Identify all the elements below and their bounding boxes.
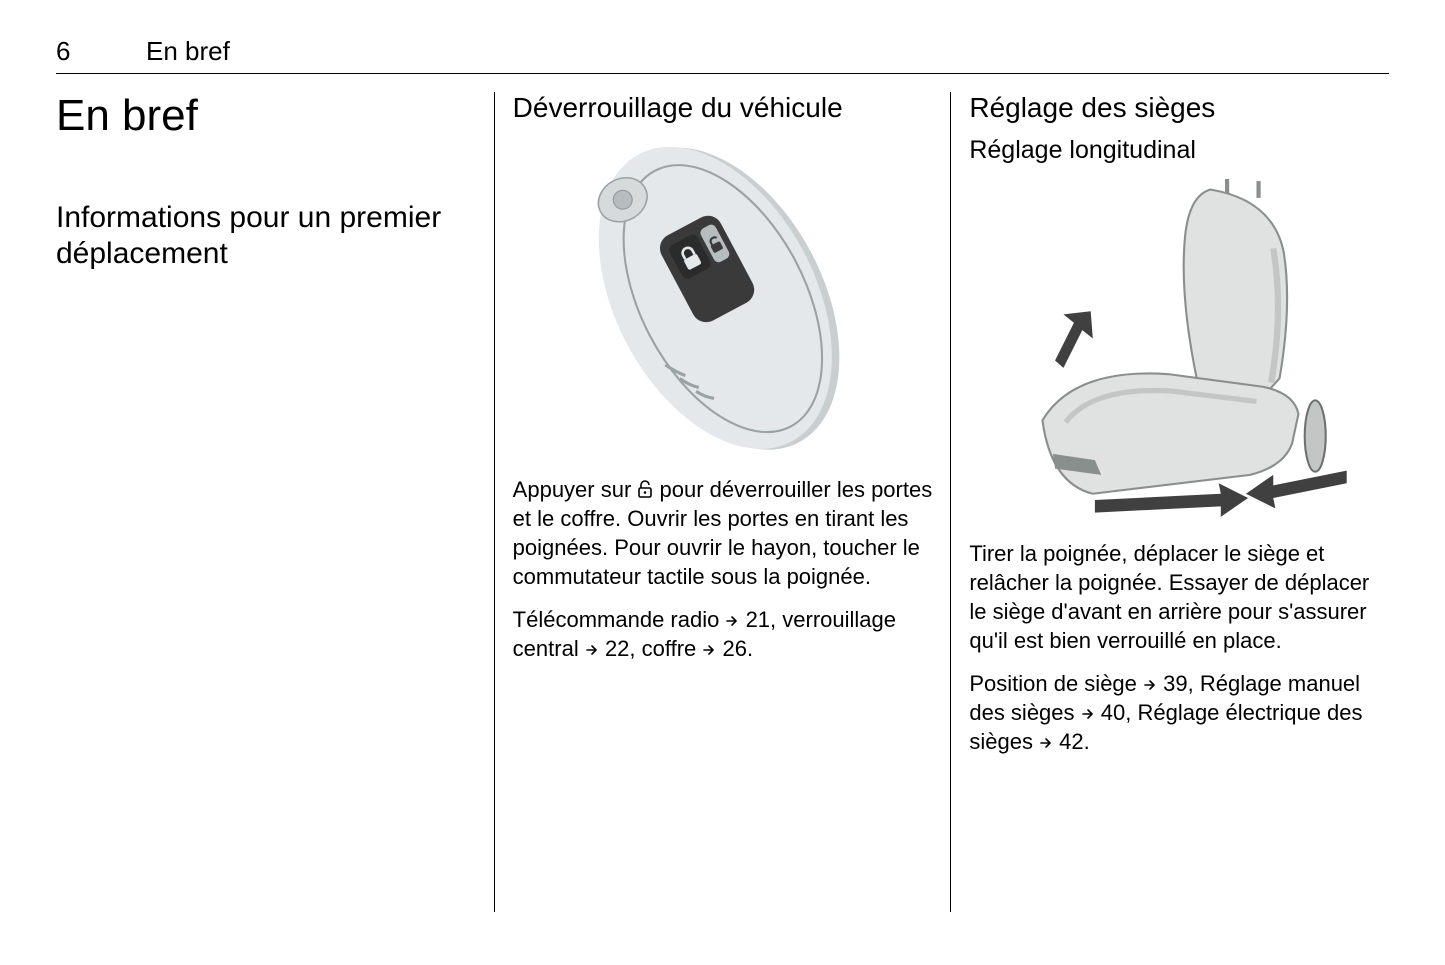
seat-subheading: Réglage longitudinal	[969, 136, 1389, 165]
unlock-heading: Déverrouillage du véhicule	[513, 92, 933, 124]
section-name: En bref	[146, 36, 230, 67]
page-number: 6	[56, 36, 146, 67]
key-fob-illustration	[513, 136, 933, 461]
section-subtitle: Informations pour un premier déplacement	[56, 200, 476, 271]
seat-instructions: Tirer la poignée, déplacer le siège et r…	[969, 539, 1389, 655]
manual-page: 6 En bref En bref Informations pour un p…	[0, 0, 1445, 932]
page-ref-icon	[1081, 707, 1095, 721]
page-ref-icon	[1039, 736, 1053, 750]
seat-heading: Réglage des sièges	[969, 92, 1389, 124]
ref-number: 22	[599, 636, 630, 661]
column-2: Déverrouillage du véhicule	[494, 92, 951, 912]
page-ref-icon	[585, 643, 599, 657]
page-header: 6 En bref	[56, 36, 1389, 74]
unlock-instructions: Appuyer sur pour déverrouiller les porte…	[513, 475, 933, 591]
column-3: Réglage des sièges Réglage longitudinal	[950, 92, 1389, 912]
seat-references: Position de siège 39, Réglage manuel des…	[969, 669, 1389, 756]
ref-number: 26	[716, 636, 747, 661]
chapter-title: En bref	[56, 92, 476, 140]
column-layout: En bref Informations pour un premier dép…	[56, 92, 1389, 912]
page-ref-icon	[1143, 678, 1157, 692]
ref-number: 42	[1053, 729, 1084, 754]
text-fragment: .	[1084, 729, 1090, 754]
ref-number: 39	[1157, 671, 1188, 696]
text-fragment: Appuyer sur	[513, 477, 638, 502]
page-ref-icon	[702, 643, 716, 657]
text-fragment: Position de siège	[969, 671, 1143, 696]
unlock-references: Télécommande radio 21, verrouillage cent…	[513, 605, 933, 663]
column-1: En bref Informations pour un premier dép…	[56, 92, 494, 912]
unlock-icon	[637, 479, 653, 499]
ref-number: 21	[739, 607, 770, 632]
seat-adjust-illustration	[969, 179, 1389, 525]
text-fragment: , coffre	[629, 636, 702, 661]
text-fragment: .	[747, 636, 753, 661]
text-fragment: Télécommande radio	[513, 607, 726, 632]
ref-number: 40	[1095, 700, 1126, 725]
page-ref-icon	[725, 614, 739, 628]
